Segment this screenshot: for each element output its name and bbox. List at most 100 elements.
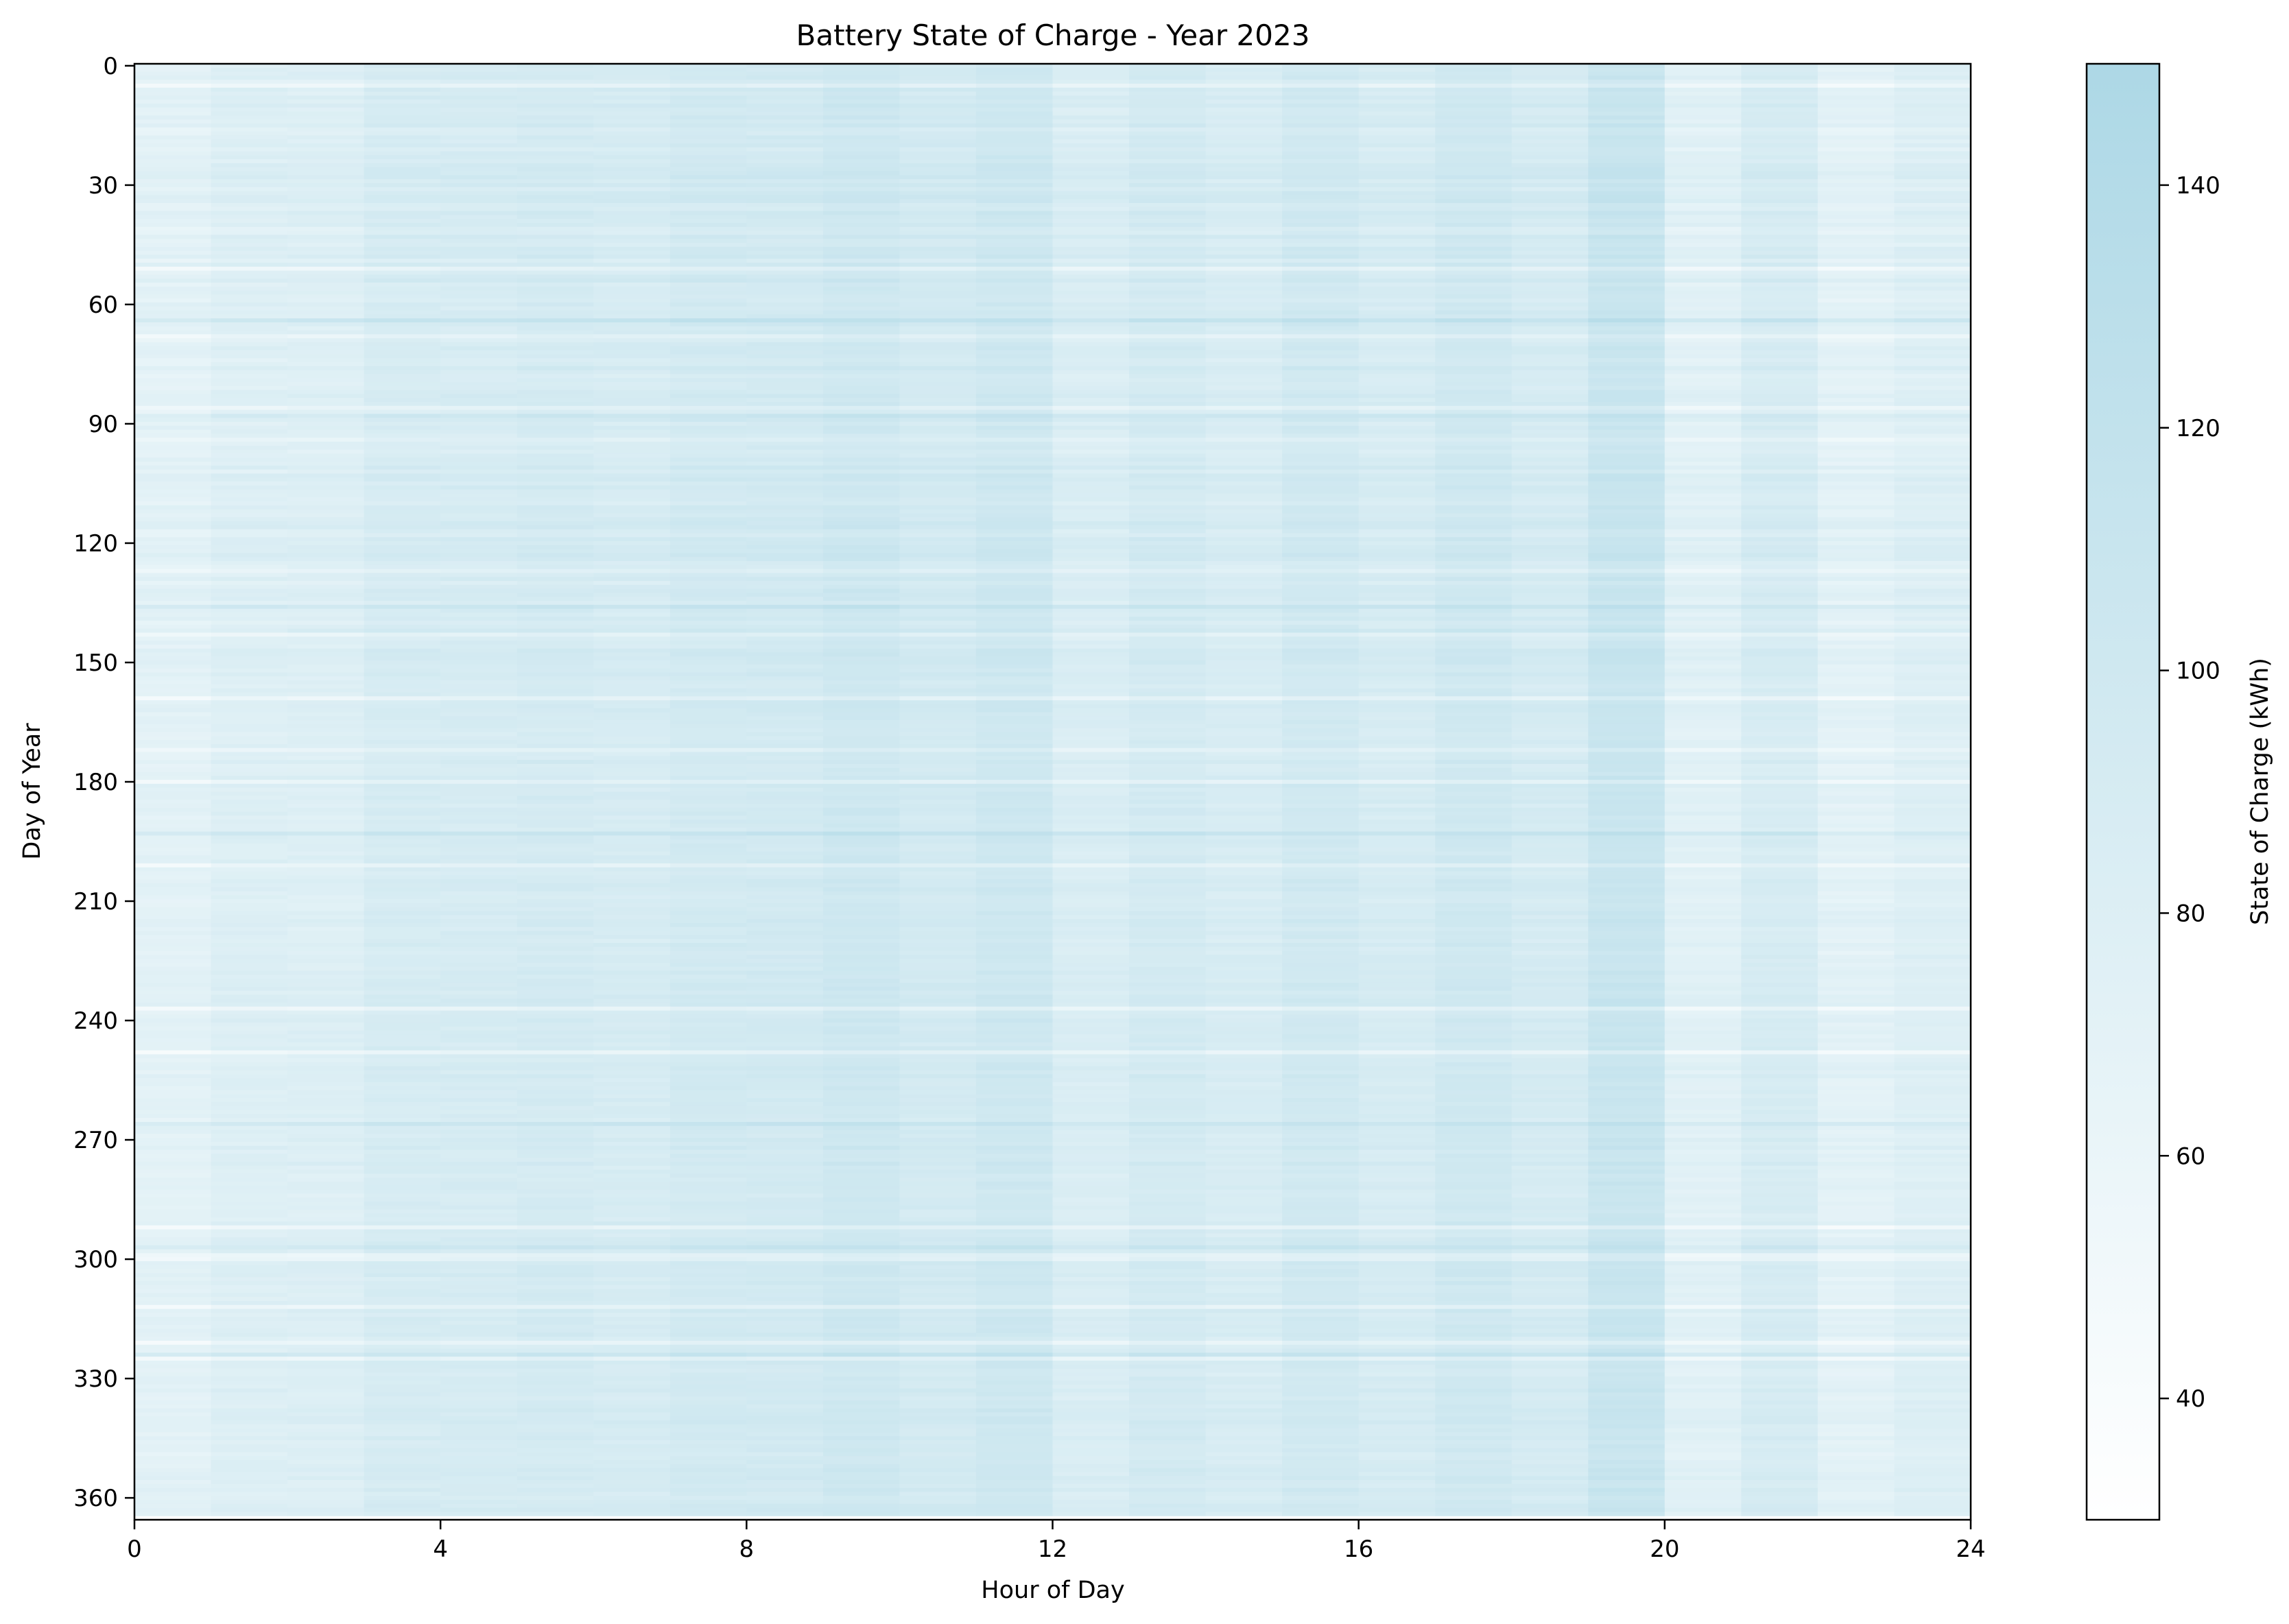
- heatmap-cell: [364, 680, 441, 685]
- heatmap-cell: [593, 243, 671, 248]
- heatmap-cell: [364, 302, 441, 307]
- heatmap-cell: [1282, 549, 1360, 554]
- heatmap-cell: [440, 131, 518, 136]
- heatmap-cell: [211, 95, 288, 100]
- heatmap-cell: [1511, 469, 1589, 475]
- heatmap-cell: [1588, 541, 1665, 546]
- heatmap-cell: [134, 780, 212, 785]
- heatmap-cell: [669, 123, 747, 128]
- heatmap-cell: [364, 294, 441, 299]
- heatmap-cell: [364, 243, 441, 248]
- heatmap-cell: [1282, 700, 1360, 705]
- heatmap-cell: [975, 553, 1054, 558]
- heatmap-cell: [1741, 716, 1818, 721]
- heatmap-cell: [1129, 680, 1207, 685]
- heatmap-cell: [517, 115, 594, 120]
- heatmap-cell: [134, 481, 212, 486]
- heatmap-cell: [134, 561, 212, 566]
- heatmap-cell: [211, 588, 288, 594]
- heatmap-cell: [1817, 259, 1895, 263]
- heatmap-cell: [1052, 871, 1130, 876]
- heatmap-cell: [517, 131, 594, 136]
- heatmap-cell: [822, 740, 901, 745]
- heatmap-cell: [669, 462, 747, 466]
- heatmap-cell: [899, 306, 977, 311]
- heatmap-cell: [1435, 561, 1513, 566]
- heatmap-cell: [1894, 569, 1971, 574]
- heatmap-cell: [899, 409, 977, 415]
- heatmap-cell: [134, 767, 212, 773]
- heatmap-cell: [1664, 104, 1742, 108]
- heatmap-cell: [440, 203, 518, 208]
- heatmap-cell: [1894, 656, 1971, 661]
- heatmap-cell: [1588, 405, 1665, 411]
- heatmap-cell: [1741, 67, 1818, 73]
- heatmap-cell: [1205, 521, 1283, 526]
- heatmap-cell: [211, 696, 288, 701]
- heatmap-cell: [364, 75, 441, 80]
- heatmap-cell: [1664, 588, 1742, 594]
- heatmap-cell: [1588, 652, 1665, 657]
- heatmap-cell: [287, 171, 365, 176]
- heatmap-cell: [1664, 131, 1742, 136]
- heatmap-cell: [1664, 573, 1742, 577]
- heatmap-cell: [1894, 875, 1971, 880]
- heatmap-cell: [1205, 330, 1283, 335]
- heatmap-cell: [440, 871, 518, 876]
- heatmap-cell: [1052, 469, 1130, 475]
- heatmap-cell: [1129, 270, 1207, 276]
- heatmap-cell: [975, 656, 1054, 661]
- heatmap-cell: [440, 796, 518, 800]
- heatmap-cell: [1664, 374, 1742, 379]
- heatmap-cell: [899, 75, 977, 80]
- heatmap-cell: [287, 414, 365, 418]
- heatmap-cell: [1511, 362, 1589, 367]
- heatmap-cell: [287, 139, 365, 144]
- heatmap-cell: [899, 497, 977, 502]
- heatmap-cell: [1282, 796, 1360, 800]
- heatmap-cell: [134, 521, 212, 526]
- heatmap-cell: [975, 593, 1054, 597]
- heatmap-cell: [1282, 433, 1360, 438]
- heatmap-cell: [899, 688, 977, 693]
- heatmap-cell: [593, 728, 671, 733]
- heatmap-cell: [593, 573, 671, 577]
- heatmap-cell: [1435, 811, 1513, 816]
- heatmap-cell: [593, 286, 671, 291]
- heatmap-cell: [975, 131, 1054, 136]
- heatmap-cell: [1282, 175, 1360, 180]
- heatmap-cell: [211, 521, 288, 526]
- heatmap-cell: [1358, 298, 1436, 303]
- heatmap-cell: [134, 71, 212, 76]
- heatmap-cell: [1052, 588, 1130, 594]
- heatmap-cell: [822, 521, 901, 526]
- heatmap-cell: [746, 612, 824, 617]
- heatmap-cell: [1817, 652, 1895, 657]
- heatmap-cell: [364, 641, 441, 645]
- heatmap-cell: [746, 111, 824, 117]
- heatmap-cell: [975, 322, 1054, 327]
- heatmap-cell: [1741, 135, 1818, 140]
- heatmap-cell: [746, 593, 824, 597]
- heatmap-cell: [440, 573, 518, 577]
- heatmap-cell: [593, 390, 671, 395]
- heatmap-cell: [822, 485, 901, 490]
- heatmap-cell: [1741, 485, 1818, 490]
- heatmap-cell: [440, 111, 518, 117]
- heatmap-cell: [1205, 692, 1283, 697]
- heatmap-cell: [669, 835, 747, 840]
- heatmap-cell: [1282, 414, 1360, 418]
- heatmap-cell: [593, 855, 671, 860]
- heatmap-cell: [669, 274, 747, 279]
- heatmap-cell: [1435, 776, 1513, 780]
- heatmap-cell: [1282, 80, 1360, 84]
- heatmap-cell: [1817, 497, 1895, 502]
- heatmap-cell: [1817, 545, 1895, 550]
- heatmap-cell: [1282, 115, 1360, 120]
- heatmap-cell: [1817, 597, 1895, 601]
- heatmap-cell: [1664, 278, 1742, 283]
- heatmap-cell: [593, 75, 671, 80]
- heatmap-cell: [822, 624, 901, 630]
- heatmap-cell: [1129, 135, 1207, 140]
- heatmap-cell: [517, 680, 594, 685]
